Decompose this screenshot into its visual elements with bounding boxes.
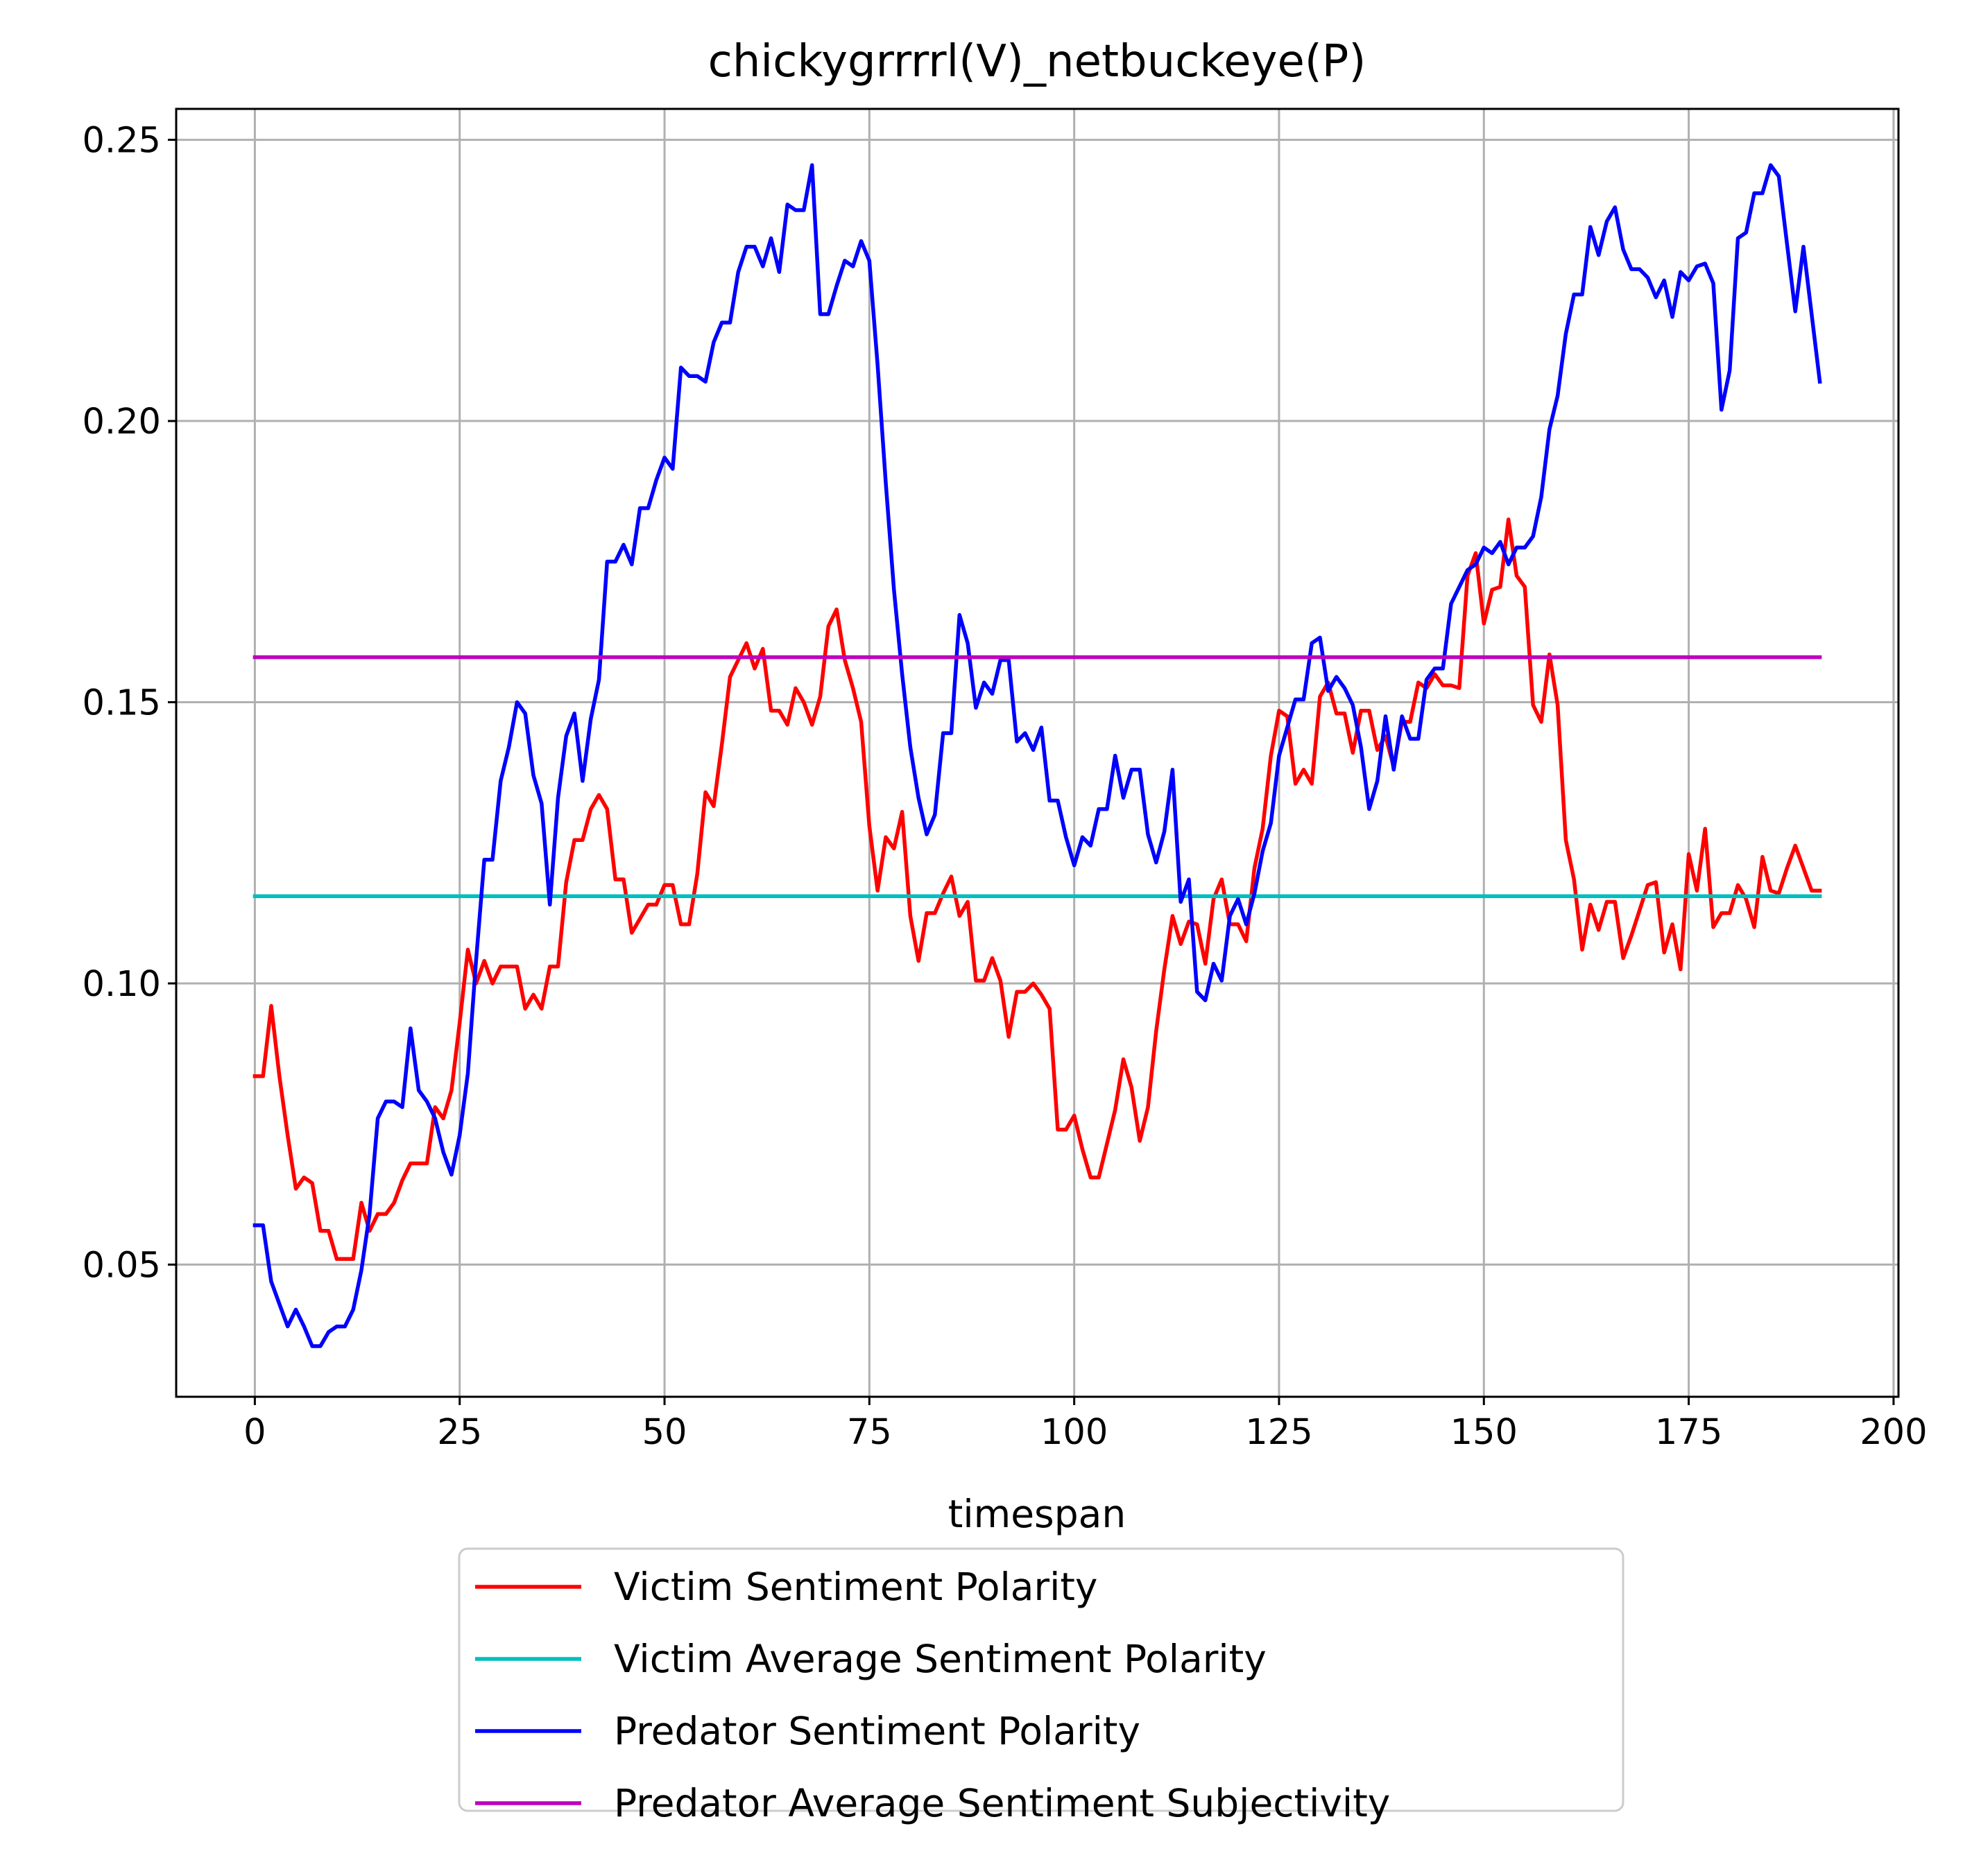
plot-frame [175,107,1900,1398]
x-axis-ticks: 0 25 50 75 100 125 150 175 200 [243,1397,1928,1453]
legend-box [458,1547,1624,1812]
legend-label: Victim Average Sentiment Polarity [614,1637,1267,1681]
x-tick-label: 75 [847,1412,892,1453]
y-tick-label: 0.25 [82,121,161,162]
series-line-1 [252,517,1822,1262]
x-tick-label: 100 [1040,1412,1108,1453]
legend-label: Victim Sentiment Polarity [614,1565,1097,1609]
legend-label: Predator Average Sentiment Subjectivity [614,1781,1390,1825]
legend-label: Predator Sentiment Polarity [614,1709,1140,1753]
y-tick-label: 0.05 [82,1245,161,1286]
chart-title: chickygrrrrl(V)_netbuckeye(P) [708,36,1366,87]
x-tick-label: 150 [1450,1412,1518,1453]
y-tick-label: 0.15 [82,683,161,724]
x-tick-label: 25 [437,1412,482,1453]
series-lines [252,163,1822,1348]
x-tick-label: 50 [642,1412,687,1453]
series-line-3 [252,163,1822,1348]
x-axis-title: timespan [948,1492,1126,1536]
grid-lines [176,109,1898,1397]
legend: Victim Sentiment Polarity Victim Average … [458,1547,1624,1825]
x-tick-label: 125 [1245,1412,1312,1453]
y-tick-label: 0.20 [82,402,161,442]
y-axis-ticks: 0.05 0.10 0.15 0.20 0.25 [82,121,176,1286]
x-tick-label: 0 [243,1412,266,1453]
y-tick-label: 0.10 [82,964,161,1005]
x-tick-label: 200 [1860,1412,1927,1453]
x-tick-label: 175 [1655,1412,1722,1453]
